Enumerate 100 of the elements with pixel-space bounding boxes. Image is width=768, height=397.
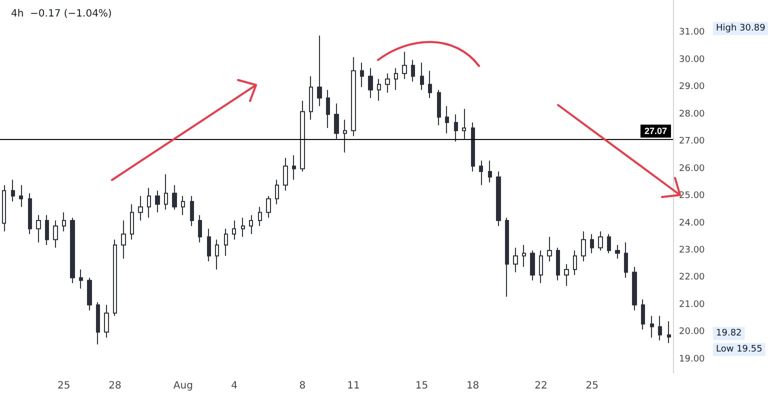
y-tick-label: 22.00 — [679, 272, 706, 283]
candlestick — [360, 62, 364, 88]
candlestick — [530, 250, 535, 281]
candlestick — [385, 73, 390, 94]
candlestick — [658, 315, 662, 341]
candlestick — [292, 154, 296, 180]
candlestick — [53, 220, 58, 248]
y-tick-label: 21.00 — [679, 300, 706, 310]
x-tick-label: 25 — [58, 380, 70, 392]
y-tick-label: 25.00 — [679, 191, 706, 202]
candlestick — [19, 184, 23, 208]
y-tick-label: 30.00 — [679, 54, 706, 65]
y-tick-label: 27.00 — [679, 136, 706, 147]
candlestick — [496, 171, 501, 226]
candlestick — [615, 244, 620, 260]
candlestick — [462, 108, 466, 140]
candlestick — [505, 217, 509, 298]
text: High 30.89 — [716, 24, 766, 34]
candlestick — [581, 230, 586, 262]
candlestick — [650, 315, 654, 338]
text: Low 19.55 — [716, 344, 762, 354]
candlestick — [309, 76, 313, 120]
text: 19.82 — [716, 328, 742, 338]
candlestick — [190, 196, 194, 226]
candlestick — [479, 160, 483, 186]
candlestick — [172, 184, 177, 210]
candlestick — [300, 100, 305, 172]
candlestick — [87, 277, 92, 311]
y-tick-label: 29.00 — [679, 82, 706, 92]
candlestick — [317, 35, 322, 107]
x-tick-label: 15 — [415, 380, 428, 392]
candlestick — [96, 302, 100, 345]
candlestick — [402, 51, 407, 80]
candlestick — [138, 196, 143, 222]
candlestick — [215, 239, 219, 270]
candlestick — [104, 304, 109, 338]
ref-line-label: 27.07 — [644, 126, 667, 136]
candlestick — [232, 220, 236, 240]
candlestick — [667, 320, 671, 344]
candlestick — [79, 269, 83, 290]
candlestick — [241, 217, 245, 238]
candlestick — [368, 68, 373, 99]
y-tick-label: 26.00 — [679, 164, 706, 174]
candlestick — [266, 196, 271, 218]
candlestick — [326, 89, 330, 128]
y-tick-label: 31.00 — [679, 28, 706, 38]
candlestick — [11, 179, 15, 202]
candlestick — [522, 244, 526, 268]
candlestick — [121, 220, 126, 260]
x-tick-label: 4 — [231, 380, 238, 392]
candlestick — [198, 214, 202, 243]
candlestick — [411, 59, 415, 82]
candlestick — [224, 228, 228, 256]
candlestick — [2, 184, 6, 232]
candlestick — [556, 247, 560, 281]
x-tick-label: 18 — [466, 380, 480, 392]
candlestick — [275, 179, 279, 205]
candlestick — [351, 56, 356, 137]
candlestick — [207, 228, 211, 262]
candlestick — [377, 78, 381, 102]
x-tick-label: 25 — [586, 380, 598, 392]
candlestick — [147, 187, 151, 218]
candlestick — [28, 192, 32, 235]
candlestick — [632, 266, 637, 311]
candlestick — [130, 204, 134, 240]
candlestick — [471, 122, 475, 172]
y-tick-label: 19.00 — [679, 354, 706, 364]
candlestick — [454, 114, 458, 142]
candlestick — [113, 239, 117, 316]
candlestick — [437, 89, 441, 126]
candlestick — [164, 174, 168, 210]
candlestick — [513, 247, 518, 273]
candlestick — [547, 236, 552, 262]
x-tick-label: 8 — [299, 380, 306, 392]
candlestick — [181, 196, 185, 216]
text: 4h −0.17 (−1.04%) — [11, 8, 112, 20]
candlestick — [420, 62, 424, 90]
candlestick — [564, 264, 569, 286]
candlestick — [70, 217, 75, 284]
x-tick-label: 28 — [108, 380, 122, 392]
candlestick — [249, 214, 253, 235]
candlestick — [445, 106, 449, 134]
candlestick — [334, 102, 339, 140]
y-tick-label: 28.00 — [679, 109, 706, 120]
candlestick — [343, 119, 347, 153]
candlestick — [283, 157, 288, 192]
x-tick-label: 22 — [534, 380, 548, 392]
candlestick — [641, 298, 645, 330]
candlestick — [62, 212, 66, 232]
candlestick — [36, 214, 41, 243]
x-tick-label: 11 — [347, 380, 360, 392]
candlestick — [45, 214, 49, 246]
candlestick — [590, 234, 594, 254]
candlestick — [428, 70, 432, 99]
y-tick-label: 23.00 — [679, 245, 706, 256]
candlestick — [394, 68, 398, 90]
candlestick — [598, 230, 603, 251]
candlestick — [539, 250, 543, 284]
x-tick-label: Aug — [173, 380, 193, 392]
candlestick — [624, 242, 628, 278]
